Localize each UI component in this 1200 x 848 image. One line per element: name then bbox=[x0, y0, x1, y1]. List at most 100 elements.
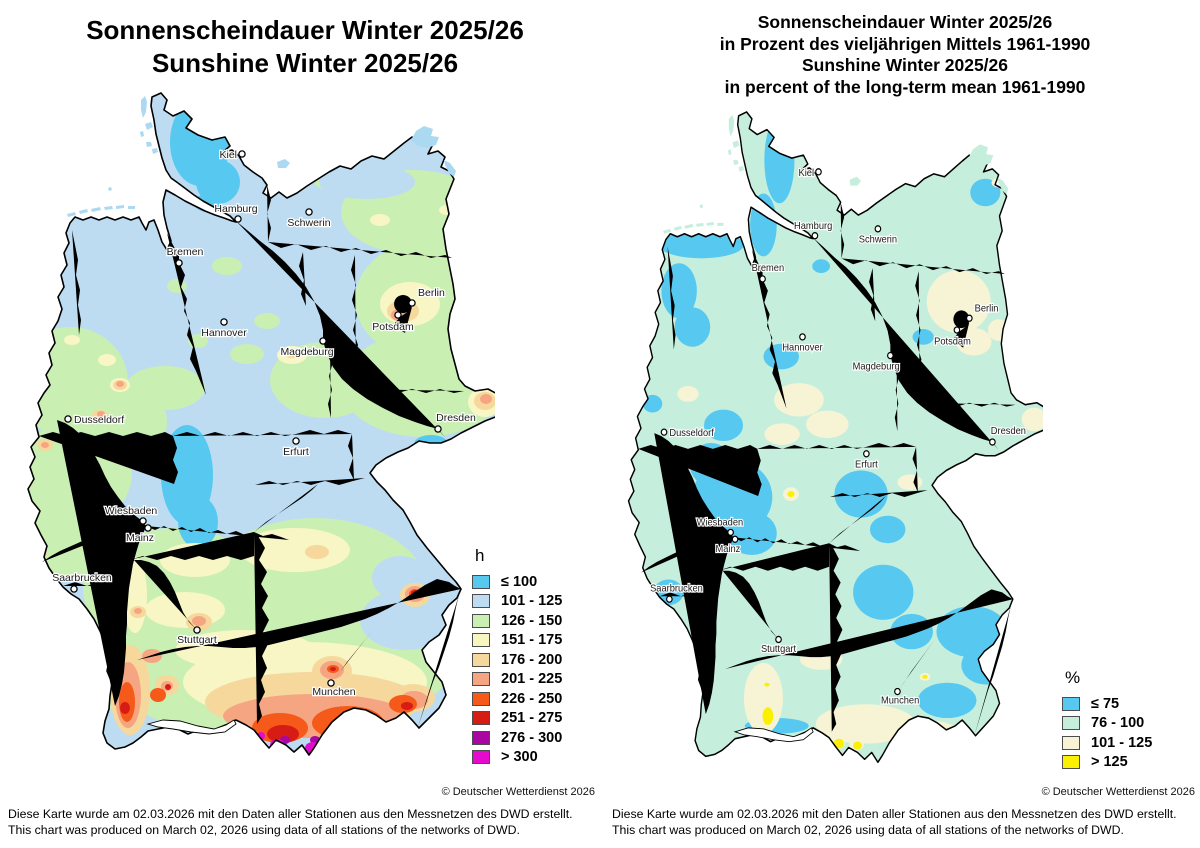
city-label: Stuttgart bbox=[177, 634, 217, 646]
map-sunshine-percent-germany: Kiel Hamburg Schwerin Bremen Berlin Potsdam Ha… bbox=[627, 111, 1043, 764]
footer-right-de: Diese Karte wurde am 02.03.2026 mit den … bbox=[612, 807, 1177, 821]
city-label: Mainz bbox=[716, 544, 741, 556]
city-label: Hannover bbox=[782, 342, 823, 354]
legend-label: 176 - 200 bbox=[501, 651, 563, 668]
city-label: Dresden bbox=[991, 426, 1026, 438]
legend-label: 101 - 125 bbox=[1091, 734, 1153, 751]
city-label: Mainz bbox=[126, 532, 154, 544]
city-label: Bremen bbox=[752, 263, 785, 275]
city-dot bbox=[874, 225, 882, 233]
city-label: Munchen bbox=[312, 686, 355, 698]
city-dot bbox=[238, 150, 246, 158]
city-marker-hamburg: Hamburg bbox=[213, 202, 259, 223]
city-dot bbox=[731, 535, 739, 543]
city-marker-hamburg: Hamburg bbox=[793, 219, 833, 240]
legend-item: > 300 bbox=[472, 749, 562, 765]
city-label: Berlin bbox=[418, 287, 445, 299]
city-marker-saarbrucken: Saarbrucken bbox=[51, 571, 113, 593]
city-markers-right: Kiel Hamburg Schwerin Bremen Berlin Potsdam Ha… bbox=[649, 166, 1027, 708]
city-label: Magdeburg bbox=[853, 361, 900, 373]
city-marker-stuttgart: Stuttgart bbox=[760, 635, 797, 657]
city-label: Schwerin bbox=[287, 217, 330, 229]
footer-right-en: This chart was produced on March 02, 202… bbox=[612, 823, 1124, 837]
copyright-left: © Deutscher Wetterdienst 2026 bbox=[441, 786, 595, 798]
city-marker-magdeburg: Magdeburg bbox=[851, 351, 901, 374]
city-marker-munchen: Munchen bbox=[880, 687, 920, 708]
city-dot bbox=[811, 232, 819, 240]
city-dot bbox=[775, 635, 782, 644]
right-title-line3: Sunshine Winter 2025/26 bbox=[801, 55, 1009, 75]
city-marker-berlin: Berlin bbox=[408, 286, 446, 307]
city-dot bbox=[319, 337, 327, 345]
city-label: Potsdam bbox=[372, 321, 414, 333]
legend-swatch bbox=[472, 750, 490, 764]
legend-hours-items: ≤ 100 101 - 125 126 - 150 151 - 175 176 - 20… bbox=[472, 574, 563, 765]
city-label: Hannover bbox=[201, 327, 247, 339]
city-dot bbox=[394, 311, 402, 319]
legend-item: > 125 bbox=[1062, 754, 1152, 770]
city-label: Kiel bbox=[799, 167, 815, 179]
legend-swatch bbox=[1062, 755, 1080, 769]
city-label: Wiesbaden bbox=[105, 505, 158, 517]
city-dot bbox=[434, 425, 442, 433]
legend-item: 226 - 250 bbox=[472, 691, 562, 707]
legend-label: > 125 bbox=[1091, 754, 1128, 770]
city-marker-kiel: Kiel bbox=[797, 166, 822, 180]
city-marker-erfurt: Erfurt bbox=[282, 437, 310, 459]
city-label: Dusseldorf bbox=[74, 414, 124, 426]
copyright-right: © Deutscher Wetterdienst 2026 bbox=[1041, 786, 1195, 798]
legend-swatch bbox=[1062, 735, 1080, 750]
city-marker-dresden: Dresden bbox=[989, 425, 1027, 446]
city-marker-potsdam: Potsdam bbox=[933, 326, 972, 349]
left-title-line2: Sunshine Winter 2025/26 bbox=[151, 48, 459, 78]
city-marker-dusseldorf: Dusseldorf bbox=[64, 413, 125, 427]
legend-item: 101 - 125 bbox=[1062, 734, 1153, 751]
legend-item: 251 - 275 bbox=[472, 710, 563, 726]
footer-left: Diese Karte wurde am 02.03.2026 mit den … bbox=[8, 806, 573, 838]
city-label: Hamburg bbox=[214, 203, 257, 215]
legend-item: 176 - 200 bbox=[472, 651, 563, 668]
city-label: Kiel bbox=[219, 149, 237, 161]
city-label: Wiesbaden bbox=[697, 517, 744, 529]
footer-right: Diese Karte wurde am 02.03.2026 mit den … bbox=[612, 806, 1177, 838]
city-dot bbox=[887, 351, 894, 360]
city-label: Erfurt bbox=[283, 446, 309, 458]
legend-label: 151 - 175 bbox=[501, 632, 563, 648]
city-dot bbox=[989, 438, 996, 446]
legend-hours: h ≤ 100 101 - 125 126 - 150 151 - 175 176 - … bbox=[472, 546, 562, 770]
city-markers-left: Kiel Hamburg Schwerin Bremen Berlin Potsdam Ha… bbox=[51, 148, 477, 699]
legend-label: 251 - 275 bbox=[501, 710, 563, 726]
legend-label: 276 - 300 bbox=[501, 729, 563, 746]
city-dot bbox=[292, 437, 300, 445]
legend-swatch bbox=[472, 574, 490, 589]
footer-left-de: Diese Karte wurde am 02.03.2026 mit den … bbox=[8, 807, 573, 821]
legend-percent-items: ≤ 75 76 - 100 101 - 125 > 125 bbox=[1062, 696, 1153, 770]
legend-label: 101 - 125 bbox=[501, 593, 563, 609]
city-label: Magdeburg bbox=[280, 346, 333, 358]
legend-item: 201 - 225 bbox=[472, 671, 562, 687]
legend-hours-title: h bbox=[475, 546, 485, 565]
legend-swatch bbox=[472, 691, 490, 706]
city-label: Potsdam bbox=[934, 336, 971, 348]
left-title-line1: Sonnenscheindauer Winter 2025/26 bbox=[86, 15, 524, 45]
legend-label: > 300 bbox=[501, 749, 538, 765]
city-marker-bremen: Bremen bbox=[165, 245, 205, 267]
city-label: Berlin bbox=[975, 303, 999, 315]
city-marker-dusseldorf: Dusseldorf bbox=[660, 427, 715, 440]
city-dot bbox=[759, 275, 766, 283]
city-dot bbox=[966, 314, 973, 322]
legend-swatch bbox=[472, 672, 490, 686]
right-map-title: Sonnenscheindauer Winter 2025/26 in Proz… bbox=[645, 12, 1165, 98]
legend-swatch bbox=[472, 730, 490, 745]
city-marker-mainz: Mainz bbox=[714, 535, 742, 556]
city-dot bbox=[175, 259, 183, 267]
legend-percent-title: % bbox=[1065, 668, 1081, 687]
footer-left-en: This chart was produced on March 02, 202… bbox=[8, 823, 520, 837]
city-dot bbox=[64, 415, 72, 423]
city-marker-magdeburg: Magdeburg bbox=[279, 337, 335, 359]
right-title-line2: in Prozent des vieljährigen Mittels 1961… bbox=[719, 33, 1091, 54]
city-label: Dusseldorf bbox=[669, 428, 714, 440]
map-sunshine-hours-germany: Kiel Hamburg Schwerin Bremen Berlin Potsdam Ha… bbox=[27, 92, 495, 756]
city-dot bbox=[70, 585, 78, 593]
legend-item: 126 - 150 bbox=[472, 613, 562, 629]
